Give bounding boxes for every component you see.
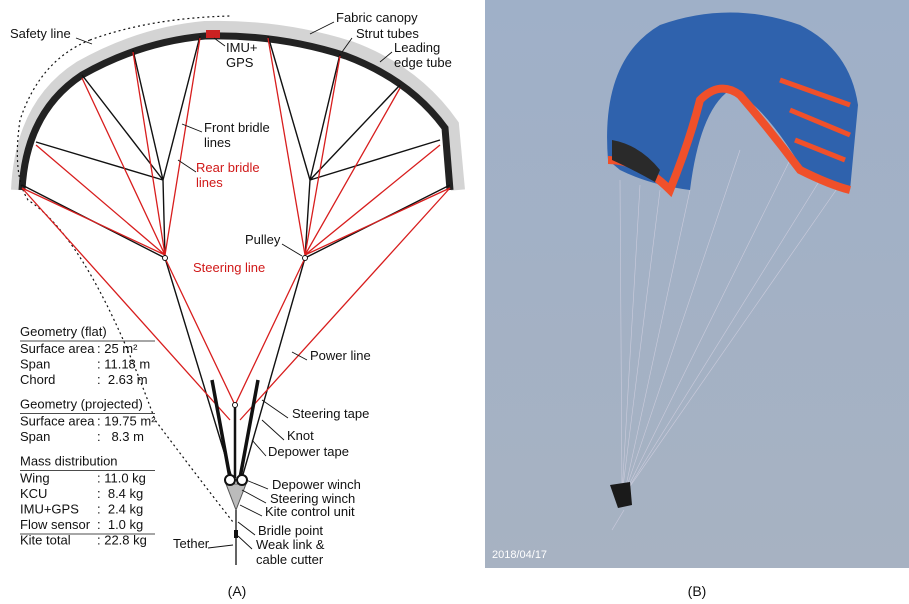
label: lines [204,135,231,150]
label: Rear bridle [196,160,260,175]
kite-diagram [17,16,458,565]
imu [206,30,220,38]
row-label: Wing [20,471,50,486]
pulley [303,256,308,261]
section-title: Geometry (projected) [20,397,143,412]
row-value: : 8.4 kg [97,486,143,501]
bridle [22,185,450,258]
caption: (B) [688,583,707,599]
pulley [163,256,168,261]
row-value: : 1.0 kg [97,517,143,532]
label: Power line [310,348,371,363]
row-label: KCU [20,486,47,501]
weak-link [234,530,238,538]
photo: 2018/04/17 [485,0,909,568]
winch [237,475,247,485]
row-value: : 8.3 m [97,429,144,444]
label: GPS [226,55,254,70]
caption: (A) [228,583,247,599]
row-value: : 11.0 kg [97,471,146,486]
row-value: : 2.4 kg [97,502,143,517]
winch [225,475,235,485]
label: Kite control unit [265,504,355,519]
section-title: Mass distribution [20,454,118,469]
label: Steering tape [292,406,369,421]
label: Safety line [10,26,71,41]
photo-date: 2018/04/17 [492,549,547,561]
label: Steering line [193,260,265,275]
row-value: : 22.8 kg [97,533,147,548]
row-value: : 25 m² [97,341,138,356]
label: Depower tape [268,444,349,459]
label: Leading [394,40,440,55]
label: IMU+ [226,40,257,55]
label: Tether [173,536,210,551]
figure: Fabric canopyStrut tubesLeadingedge tube… [0,0,909,604]
row-label: Span [20,357,50,372]
label: lines [196,175,223,190]
label: Front bridle [204,120,270,135]
front-bridle [36,36,232,478]
row-value: : 19.75 m² [97,414,156,429]
label: Weak link & [256,537,325,552]
row-value: : 2.63 m [97,372,148,387]
row-value: : 11.18 m [97,357,150,372]
label: Strut tubes [356,26,419,41]
label: Pulley [245,232,281,247]
row-label: Surface area [20,414,95,429]
knot [233,403,238,408]
label: Depower winch [272,477,361,492]
row-label: Chord [20,372,55,387]
label: Knot [287,428,314,443]
row-label: Flow sensor [20,517,91,532]
specs-table: Geometry (flat)Surface area: 25 m²Span: … [20,324,156,548]
label: cable cutter [256,552,324,567]
section-title: Geometry (flat) [20,324,107,339]
row-label: Kite total [20,533,71,548]
label: Fabric canopy [336,10,418,25]
row-label: Span [20,429,50,444]
safety-line [17,40,233,522]
row-label: Surface area [20,341,95,356]
label: Bridle point [258,523,323,538]
label: edge tube [394,55,452,70]
row-label: IMU+GPS [20,502,79,517]
